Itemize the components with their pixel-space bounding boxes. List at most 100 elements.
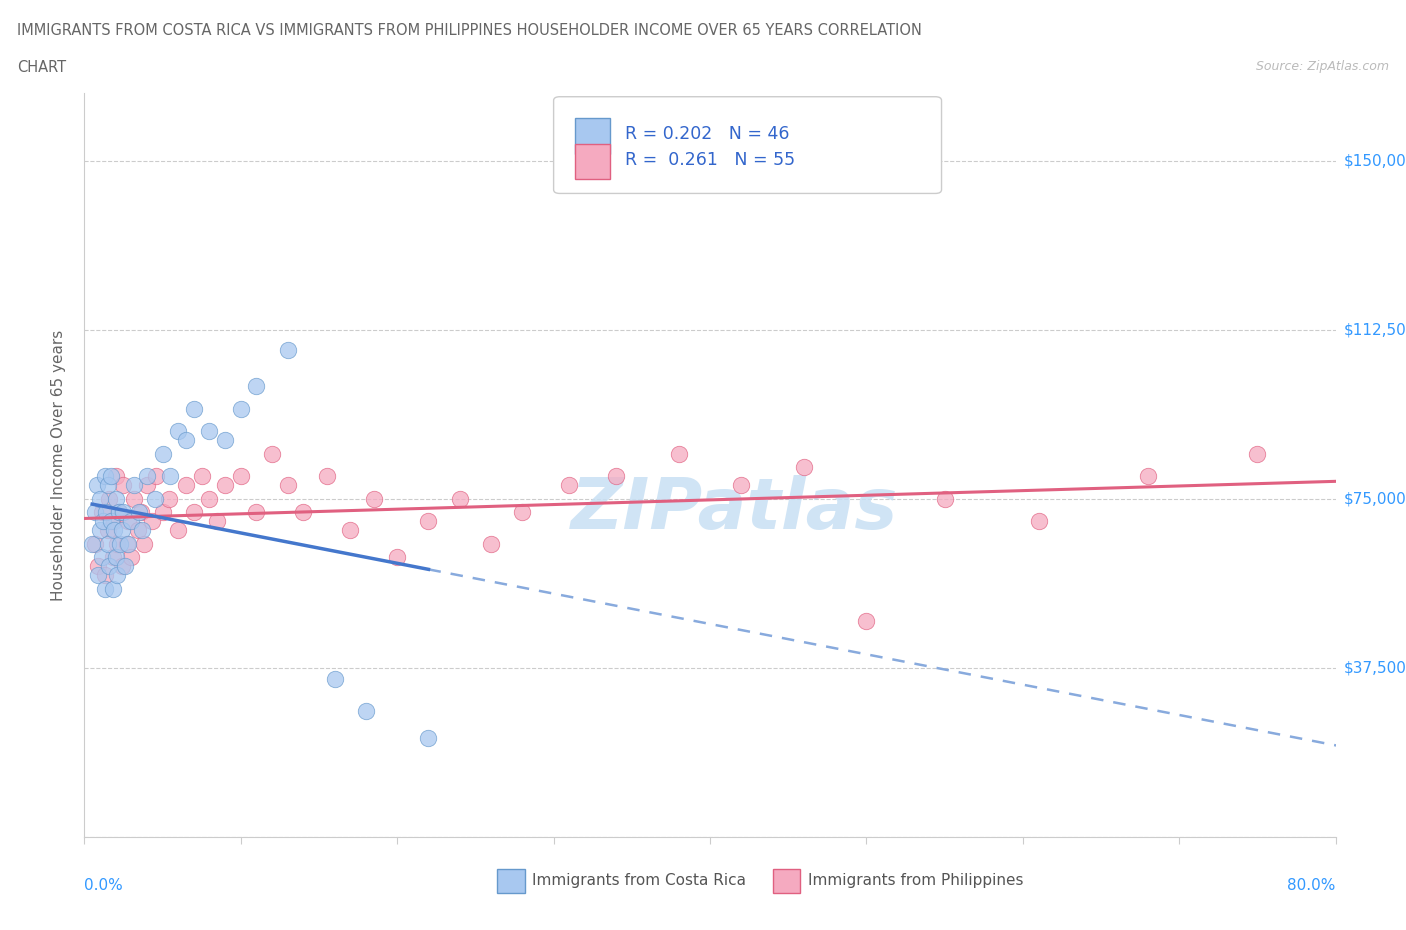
Text: CHART: CHART	[17, 60, 66, 75]
Point	[97, 537, 120, 551]
Point	[90, 505, 112, 520]
Point	[558, 478, 581, 493]
Point	[105, 568, 128, 583]
Point	[87, 568, 110, 583]
Point	[418, 514, 440, 529]
Point	[107, 505, 129, 520]
Text: $37,500: $37,500	[1344, 660, 1406, 675]
Point	[159, 469, 181, 484]
Point	[89, 491, 111, 506]
Point	[112, 478, 135, 493]
Point	[354, 703, 377, 718]
Point	[339, 523, 361, 538]
FancyBboxPatch shape	[498, 869, 524, 893]
Point	[136, 469, 159, 484]
Point	[128, 505, 150, 520]
Y-axis label: Householder Income Over 65 years: Householder Income Over 65 years	[51, 329, 66, 601]
Point	[167, 424, 190, 439]
Point	[105, 537, 128, 551]
Point	[229, 401, 252, 416]
Point	[101, 581, 124, 596]
Point	[117, 537, 139, 551]
Point	[143, 491, 166, 506]
Text: Immigrants from Costa Rica: Immigrants from Costa Rica	[533, 873, 747, 888]
Point	[104, 491, 127, 506]
Point	[82, 537, 104, 551]
Point	[183, 401, 205, 416]
Point	[167, 523, 190, 538]
Text: IMMIGRANTS FROM COSTA RICA VS IMMIGRANTS FROM PHILIPPINES HOUSEHOLDER INCOME OVE: IMMIGRANTS FROM COSTA RICA VS IMMIGRANTS…	[17, 23, 922, 38]
Point	[668, 446, 690, 461]
Point	[449, 491, 471, 506]
Point	[91, 514, 114, 529]
Point	[315, 469, 337, 484]
Point	[855, 613, 877, 628]
Point	[110, 537, 132, 551]
Point	[152, 446, 174, 461]
Point	[418, 730, 440, 745]
Point	[84, 537, 107, 551]
Point	[124, 478, 146, 493]
Point	[97, 478, 120, 493]
Point	[183, 505, 205, 520]
Point	[214, 432, 236, 447]
Point	[793, 459, 815, 474]
Point	[385, 550, 409, 565]
Point	[100, 469, 122, 484]
Point	[120, 514, 142, 529]
Point	[1246, 446, 1268, 461]
Point	[512, 505, 534, 520]
Text: 80.0%: 80.0%	[1288, 878, 1336, 893]
Point	[323, 671, 346, 686]
Point	[136, 478, 159, 493]
Point	[127, 523, 149, 538]
Point	[86, 478, 108, 493]
Text: R =  0.261   N = 55: R = 0.261 N = 55	[624, 151, 794, 169]
Point	[479, 537, 502, 551]
Point	[90, 550, 112, 565]
Point	[103, 523, 125, 538]
Text: Source: ZipAtlas.com: Source: ZipAtlas.com	[1256, 60, 1389, 73]
Point	[93, 581, 115, 596]
Point	[124, 491, 146, 506]
FancyBboxPatch shape	[575, 118, 610, 154]
Point	[262, 446, 284, 461]
Point	[141, 514, 163, 529]
Point	[229, 469, 252, 484]
Point	[87, 559, 110, 574]
Point	[174, 432, 197, 447]
Text: $150,000: $150,000	[1344, 153, 1406, 168]
Point	[1136, 469, 1159, 484]
Point	[101, 550, 124, 565]
Point	[277, 478, 299, 493]
Point	[114, 559, 136, 574]
Point	[730, 478, 752, 493]
Text: $112,500: $112,500	[1344, 322, 1406, 338]
Point	[1028, 514, 1050, 529]
Point	[129, 505, 152, 520]
FancyBboxPatch shape	[554, 97, 942, 193]
Point	[152, 505, 174, 520]
Point	[934, 491, 956, 506]
Point	[245, 505, 267, 520]
Point	[198, 424, 221, 439]
Text: ZIPatlas: ZIPatlas	[571, 475, 898, 544]
Point	[98, 559, 121, 574]
FancyBboxPatch shape	[773, 869, 800, 893]
Point	[207, 514, 229, 529]
Text: $75,000: $75,000	[1344, 491, 1406, 506]
Point	[292, 505, 315, 520]
Point	[98, 491, 121, 506]
Point	[117, 514, 139, 529]
Point	[214, 478, 236, 493]
Point	[112, 505, 135, 520]
Point	[363, 491, 385, 506]
Point	[131, 523, 153, 538]
Point	[245, 379, 267, 393]
Point	[107, 505, 129, 520]
Point	[120, 550, 142, 565]
Point	[174, 478, 197, 493]
Point	[277, 342, 299, 357]
Point	[132, 537, 155, 551]
Point	[93, 469, 115, 484]
